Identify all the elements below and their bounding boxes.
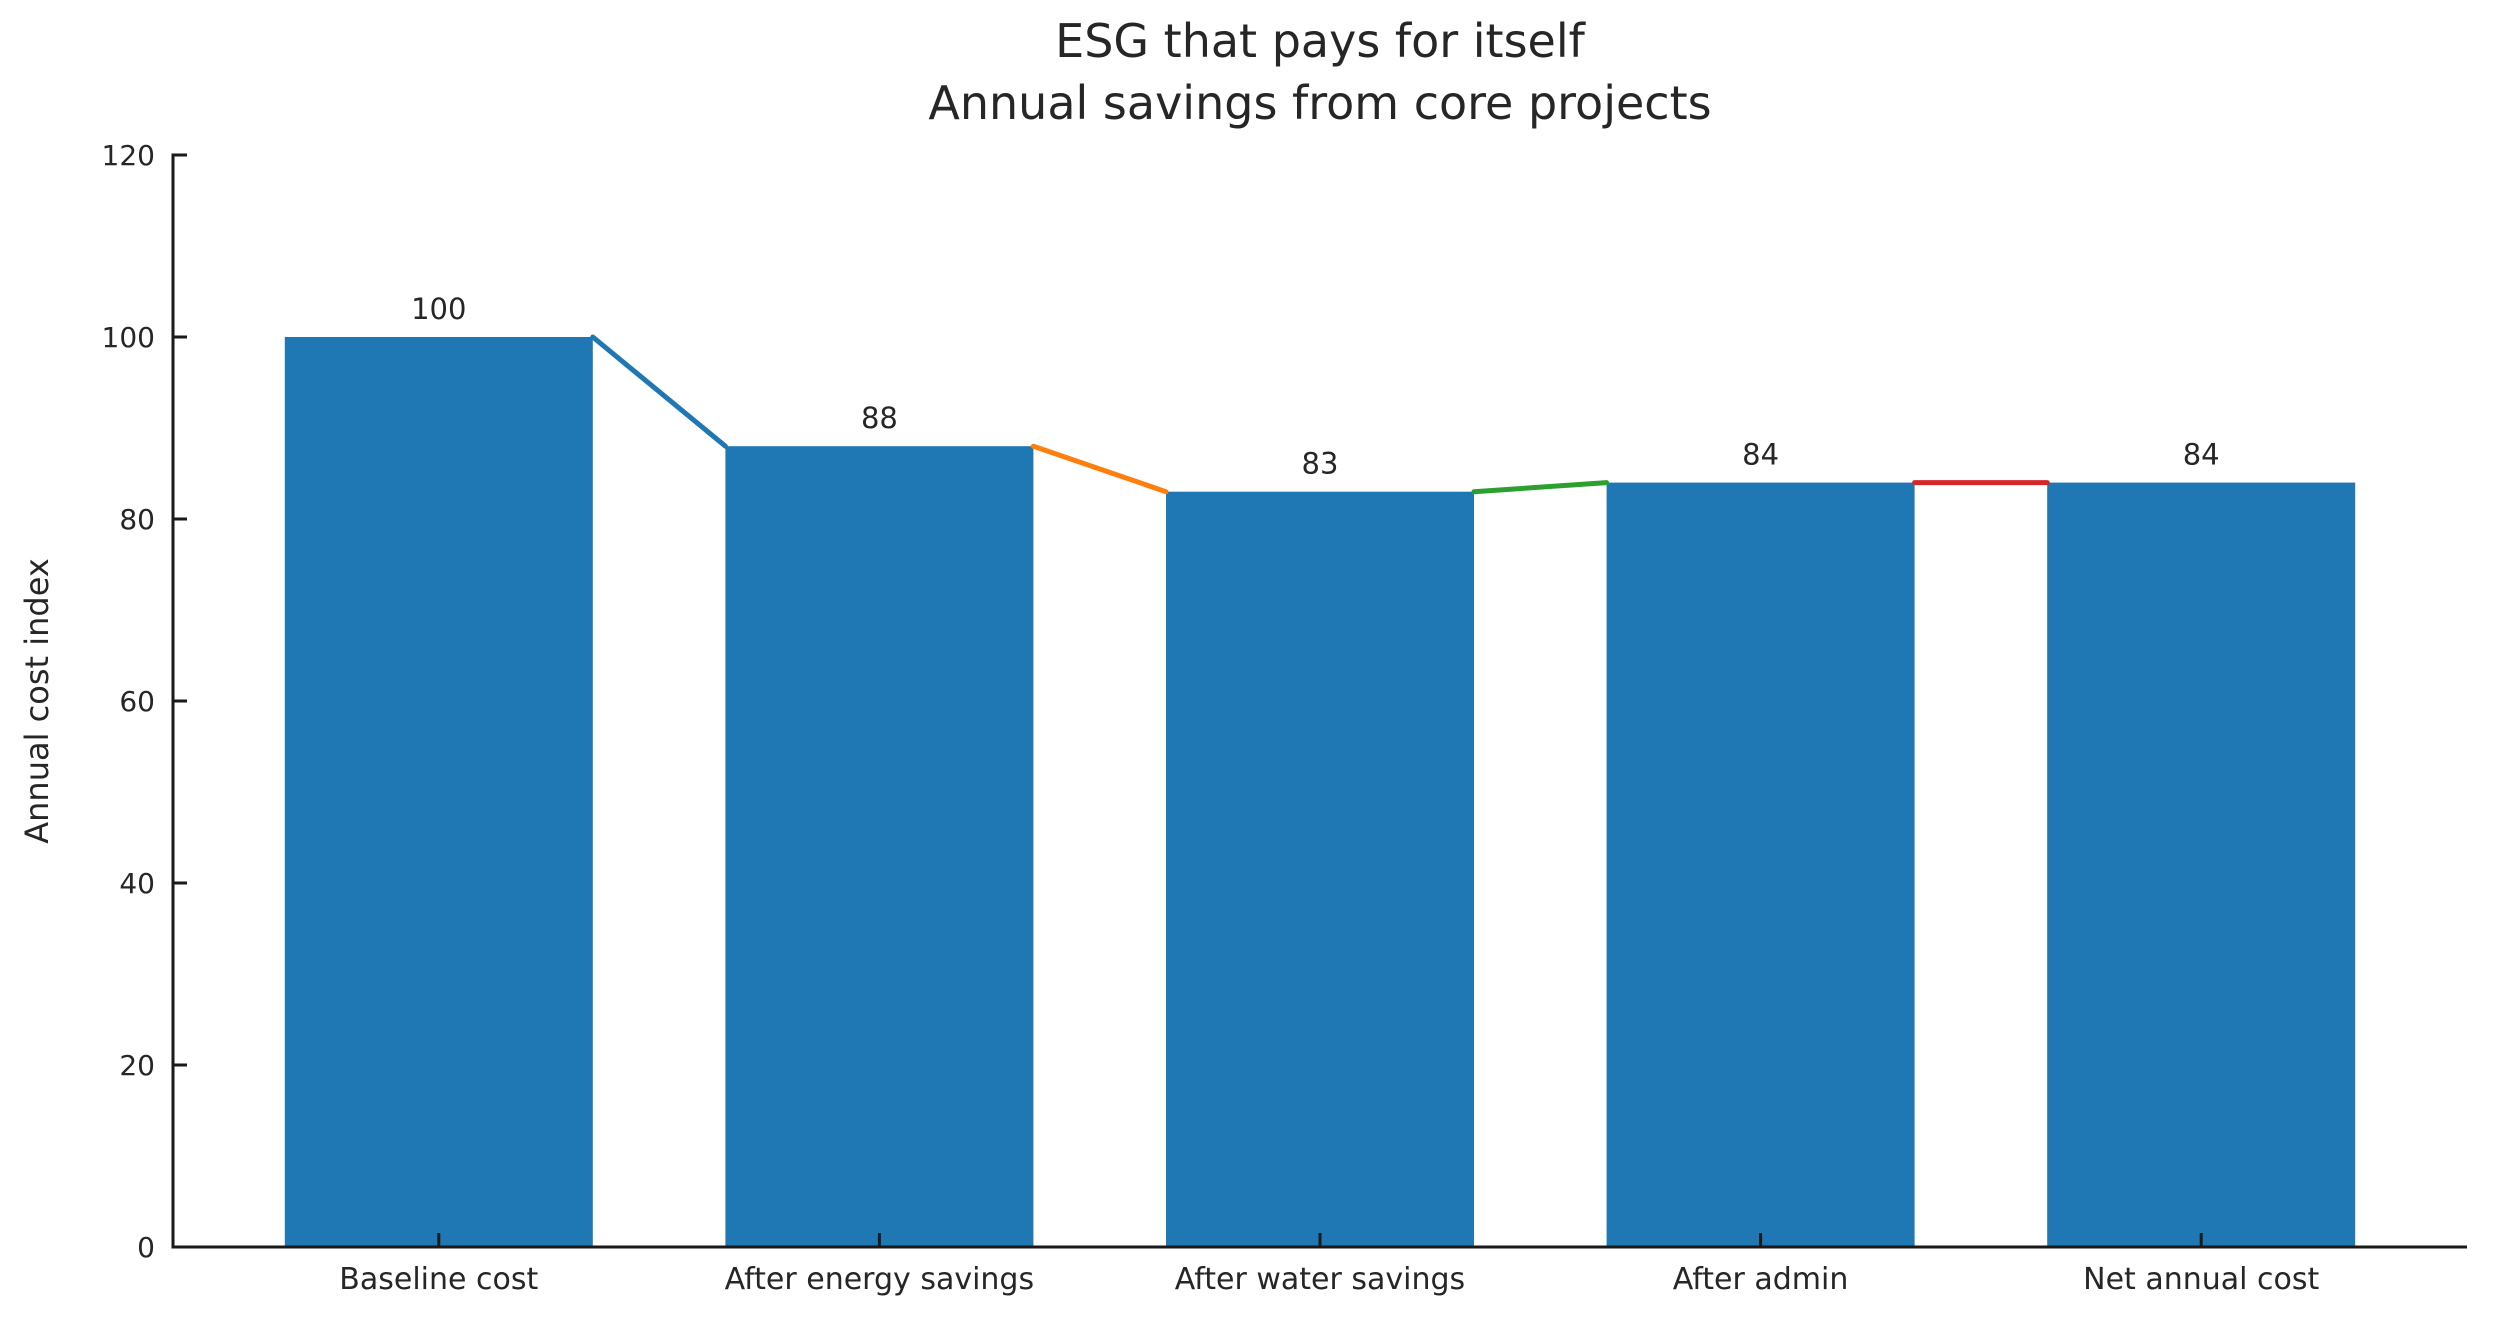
x-tick-label: Net annual cost: [2083, 1262, 2319, 1297]
bar: [725, 446, 1034, 1247]
chart-title: ESG that pays for itself Annual savings …: [173, 10, 2467, 134]
chart-title-line1: ESG that pays for itself: [1055, 14, 1585, 68]
x-tick-label: After water savings: [1175, 1262, 1465, 1297]
bar-value-label: 84: [2183, 438, 2220, 472]
y-tick-label: 100: [102, 321, 155, 354]
chart-title-line2: Annual savings from core projects: [928, 76, 1712, 130]
bar-value-label: 100: [411, 292, 466, 326]
bar-value-label: 83: [1302, 447, 1339, 481]
y-tick-label: 40: [119, 867, 155, 900]
x-tick-label: After energy savings: [725, 1262, 1034, 1297]
bar: [284, 337, 593, 1247]
y-tick-label: 0: [137, 1231, 155, 1264]
bar: [2047, 482, 2356, 1248]
bar-value-label: 84: [1742, 438, 1779, 472]
y-tick-label: 60: [119, 685, 155, 718]
x-tick-label: Baseline cost: [339, 1262, 538, 1297]
bar-value-label: 88: [861, 401, 898, 435]
connector-line: [590, 334, 728, 449]
y-tick-label: 20: [119, 1049, 155, 1082]
x-tick-label: After admin: [1673, 1262, 1849, 1297]
connector-line: [1030, 443, 1169, 495]
y-tick-label: 80: [119, 503, 155, 536]
bar: [1166, 491, 1474, 1247]
connector-line: [1471, 480, 1610, 495]
bar: [1606, 482, 1915, 1248]
y-tick-label: 120: [102, 139, 155, 172]
